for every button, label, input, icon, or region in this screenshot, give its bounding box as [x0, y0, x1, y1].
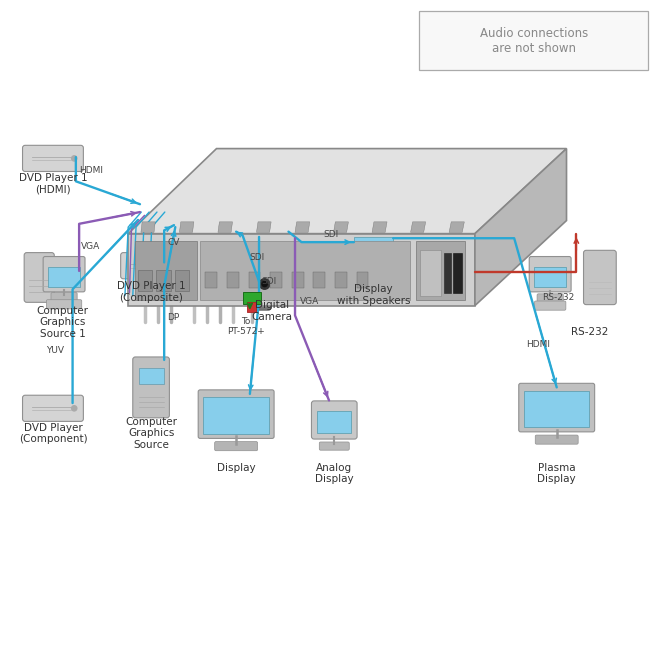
FancyBboxPatch shape: [529, 256, 571, 292]
Bar: [203, 397, 269, 434]
FancyBboxPatch shape: [534, 301, 566, 310]
FancyBboxPatch shape: [24, 252, 54, 302]
Polygon shape: [449, 222, 464, 233]
Polygon shape: [179, 222, 194, 233]
Text: VGA: VGA: [300, 296, 319, 306]
Bar: [248, 271, 260, 288]
Bar: [243, 292, 261, 304]
Circle shape: [256, 275, 273, 292]
Polygon shape: [410, 222, 426, 233]
Circle shape: [262, 281, 267, 286]
FancyBboxPatch shape: [250, 266, 294, 302]
Bar: [205, 271, 217, 288]
Text: DP: DP: [167, 313, 179, 322]
FancyBboxPatch shape: [536, 435, 578, 444]
Polygon shape: [128, 148, 567, 234]
Bar: [138, 368, 164, 384]
Bar: [524, 390, 589, 427]
Bar: [444, 253, 451, 292]
Bar: [335, 271, 347, 288]
Bar: [416, 242, 465, 300]
Text: SDI: SDI: [323, 230, 338, 239]
FancyBboxPatch shape: [214, 442, 258, 451]
Bar: [48, 267, 80, 286]
Text: SDI: SDI: [261, 277, 277, 286]
Polygon shape: [218, 222, 232, 233]
Bar: [317, 411, 352, 433]
Bar: [175, 269, 189, 290]
Text: DVD Player
(Component): DVD Player (Component): [19, 422, 87, 444]
FancyBboxPatch shape: [311, 401, 357, 439]
Polygon shape: [256, 222, 271, 233]
Circle shape: [71, 156, 77, 161]
Polygon shape: [372, 222, 387, 233]
Text: SDI: SDI: [249, 253, 265, 261]
Text: Computer
Graphics
Source: Computer Graphics Source: [125, 417, 177, 450]
Text: To
PT-572+: To PT-572+: [227, 317, 265, 336]
Bar: [313, 271, 325, 288]
Text: VGA: VGA: [81, 242, 101, 251]
FancyBboxPatch shape: [120, 252, 181, 279]
Bar: [453, 253, 462, 292]
Bar: [227, 271, 239, 288]
Text: Computer
Graphics
Source 1: Computer Graphics Source 1: [37, 306, 89, 339]
FancyBboxPatch shape: [252, 294, 271, 310]
FancyBboxPatch shape: [537, 294, 563, 302]
FancyBboxPatch shape: [349, 227, 399, 269]
Text: Analog
Display: Analog Display: [315, 463, 354, 484]
Text: YUV: YUV: [46, 346, 64, 355]
Text: DVD Player 1
(Composite): DVD Player 1 (Composite): [117, 281, 185, 303]
Circle shape: [260, 279, 270, 289]
FancyBboxPatch shape: [519, 383, 594, 432]
Bar: [534, 267, 566, 286]
Polygon shape: [334, 222, 348, 233]
Text: HDMI: HDMI: [526, 340, 550, 350]
FancyBboxPatch shape: [51, 292, 77, 301]
FancyBboxPatch shape: [198, 390, 274, 438]
Polygon shape: [128, 234, 475, 306]
Text: Plasma
Display: Plasma Display: [538, 463, 576, 484]
Bar: [354, 237, 393, 263]
Bar: [270, 271, 282, 288]
FancyBboxPatch shape: [46, 300, 81, 309]
Text: RS-232: RS-232: [542, 293, 575, 302]
Text: Digital
Camera: Digital Camera: [252, 300, 293, 322]
Bar: [248, 302, 256, 312]
FancyBboxPatch shape: [319, 442, 350, 450]
FancyBboxPatch shape: [583, 250, 616, 305]
FancyBboxPatch shape: [133, 357, 169, 418]
Text: Display
with Speakers: Display with Speakers: [337, 284, 410, 306]
Bar: [419, 11, 648, 70]
Text: Audio connections
are not shown: Audio connections are not shown: [480, 27, 588, 55]
Bar: [135, 242, 197, 300]
Text: Display: Display: [217, 463, 256, 472]
FancyBboxPatch shape: [357, 273, 390, 281]
Text: CV: CV: [167, 238, 180, 248]
Bar: [420, 250, 441, 296]
Polygon shape: [295, 222, 310, 233]
FancyBboxPatch shape: [43, 256, 85, 292]
Bar: [357, 271, 368, 288]
Text: DVD Player 1
(HDMI): DVD Player 1 (HDMI): [19, 173, 87, 194]
Bar: [156, 269, 171, 290]
Polygon shape: [475, 148, 567, 306]
FancyBboxPatch shape: [23, 396, 83, 421]
Circle shape: [71, 406, 77, 411]
Bar: [292, 271, 303, 288]
FancyBboxPatch shape: [23, 145, 83, 171]
Text: HDMI: HDMI: [79, 166, 103, 175]
Polygon shape: [141, 222, 155, 233]
Bar: [138, 269, 152, 290]
Bar: [200, 242, 410, 300]
Text: RS-232: RS-232: [571, 327, 608, 337]
Circle shape: [169, 263, 175, 268]
